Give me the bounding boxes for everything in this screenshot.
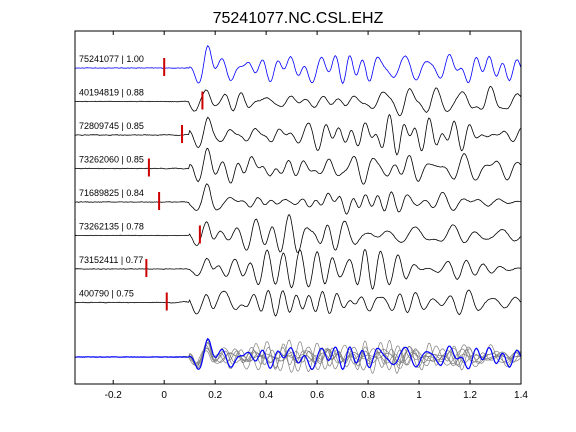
plot-frame	[74, 30, 522, 385]
x-tick-label: 0.2	[208, 390, 222, 401]
trace-label-73262135: 73262135 | 0.78	[79, 222, 144, 232]
x-tick-label: 1.2	[463, 390, 477, 401]
trace-label-75241077: 75241077 | 1.00	[79, 54, 144, 64]
trace-label-73262060: 73262060 | 0.85	[79, 155, 144, 165]
axes: -0.2 0 0.2 0.4 0.6 0.8 1 1.2 1.4	[74, 30, 528, 401]
x-tick-label: 0.6	[310, 390, 324, 401]
trace-line-40194819	[74, 85, 522, 117]
trace-label-73152411: 73152411 | 0.77	[79, 255, 143, 265]
trace-line-400790	[75, 289, 522, 317]
overlay-stack	[74, 337, 522, 375]
x-tick-label: 1	[416, 390, 422, 401]
traces-layer: 75241077 | 1.00 40194819 | 0.88 72809745 |…	[74, 45, 522, 317]
x-tick-label: 0	[161, 390, 167, 401]
trace-line-73262135	[74, 214, 522, 253]
trace-line-71689825	[75, 183, 522, 215]
trace-label-72809745: 72809745 | 0.85	[79, 121, 144, 131]
chart-title: 75241077.NC.CSL.EHZ	[213, 10, 384, 27]
x-tick-label: 0.4	[259, 390, 273, 401]
overlay-trace-75241077	[75, 337, 522, 371]
trace-line-73152411	[74, 248, 521, 290]
x-tick-label: 1.4	[514, 390, 528, 401]
trace-label-400790: 400790 | 0.75	[79, 289, 134, 299]
x-tick-label: -0.2	[105, 390, 123, 401]
x-tick-label: 0.8	[361, 390, 375, 401]
trace-label-71689825: 71689825 | 0.84	[79, 188, 144, 198]
trace-line-72809745	[74, 113, 522, 156]
trace-label-40194819: 40194819 | 0.88	[79, 88, 144, 98]
trace-line-75241077	[74, 45, 522, 85]
